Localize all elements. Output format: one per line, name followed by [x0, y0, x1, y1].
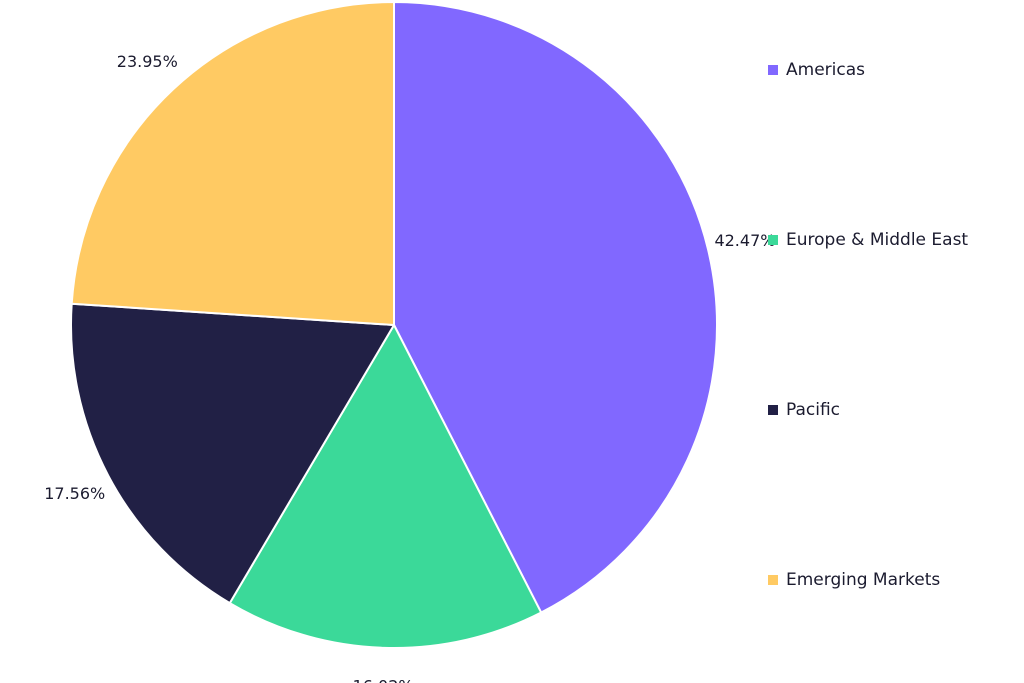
slice-label-pacific: 17.56%	[44, 484, 105, 503]
pie-slice-emerging-markets	[70, 1, 395, 326]
legend-swatch-icon	[768, 405, 778, 415]
pie-slice-americas	[393, 1, 718, 614]
pie-slice-pacific	[70, 302, 395, 605]
legend-item-pacific[interactable]: Pacific	[768, 398, 840, 422]
legend-label: Emerging Markets	[786, 570, 941, 590]
chart-legend: Americas Europe & Middle East Pacific Emerg…	[768, 0, 1018, 683]
slice-label-emerging-markets: 23.95%	[117, 52, 178, 71]
legend-swatch-icon	[768, 575, 778, 585]
slice-label-americas: 42.47%	[714, 231, 775, 250]
pie-slice-europe-and-middle-east	[228, 324, 543, 649]
legend-label: Pacific	[786, 400, 841, 420]
legend-swatch-icon	[768, 235, 778, 245]
pie-slices	[70, 1, 718, 649]
slice-label-europe-and-middle-east: 16.02%	[353, 676, 414, 683]
legend-swatch-icon	[768, 65, 778, 75]
legend-label: Europe & Middle East	[786, 230, 969, 250]
legend-item-americas[interactable]: Americas	[768, 58, 865, 82]
legend-label: Americas	[786, 60, 865, 80]
legend-item-emerging-markets[interactable]: Emerging Markets	[768, 568, 940, 592]
legend-item-europe-and-middle-east[interactable]: Europe & Middle East	[768, 228, 968, 252]
pie-slice-labels: 42.47% 16.02% 17.56% 23.95%	[44, 52, 775, 683]
